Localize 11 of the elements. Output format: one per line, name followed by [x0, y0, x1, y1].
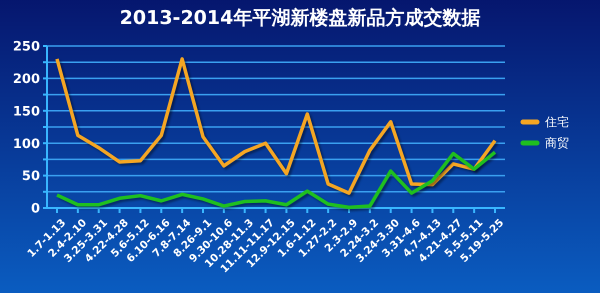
y-tick-label: 250: [12, 40, 40, 55]
legend-label: 住宅: [544, 115, 569, 130]
y-tick-label: 0: [30, 202, 40, 217]
y-tick-label: 150: [12, 104, 40, 120]
line-series: [55, 57, 497, 195]
line-series: [55, 150, 497, 210]
y-tick-label: 100: [12, 136, 40, 152]
chart-title: 2013-2014年平湖新楼盘新品方成交数据: [120, 7, 480, 29]
y-tick-label: 50: [22, 169, 40, 184]
y-tick-label: 200: [12, 72, 40, 87]
legend-label: 商贸: [545, 136, 569, 150]
